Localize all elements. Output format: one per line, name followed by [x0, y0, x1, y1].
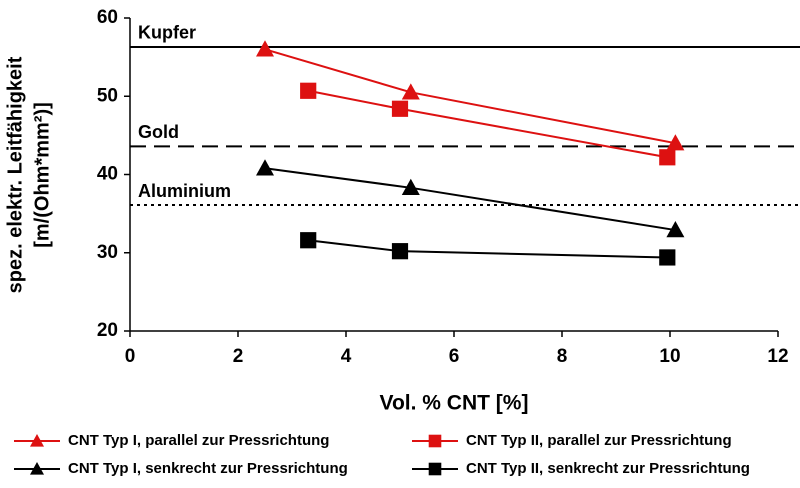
marker — [401, 83, 420, 100]
marker — [256, 159, 274, 176]
marker — [659, 249, 676, 266]
marker — [391, 243, 409, 260]
y-tick-label: 20 — [97, 320, 118, 341]
legend-marker — [428, 462, 442, 476]
reference-label: Aluminium — [138, 181, 231, 201]
x-tick-label: 6 — [449, 346, 460, 367]
x-tick-label: 10 — [659, 346, 680, 367]
x-tick-label: 4 — [341, 346, 352, 367]
legend-label: CNT Typ II, parallel zur Pressrichtung — [466, 432, 732, 449]
marker — [300, 232, 317, 249]
y-tick-label: 60 — [97, 7, 118, 28]
series-line — [308, 89, 668, 159]
series-line — [308, 239, 668, 259]
marker — [256, 40, 274, 57]
legend-marker — [30, 434, 44, 447]
marker — [401, 178, 420, 196]
y-tick-label: 50 — [97, 85, 118, 106]
legend-label: CNT Typ I, senkrecht zur Pressrichtung — [68, 460, 348, 477]
y-tick-label: 40 — [97, 164, 118, 185]
x-axis-label: Vol. % CNT [%] — [380, 392, 529, 415]
y-axis-label: [m/(Ohm*mm²)] — [31, 102, 53, 248]
x-tick-label: 0 — [125, 346, 136, 367]
x-tick-label: 12 — [767, 346, 788, 367]
legend-marker — [30, 462, 44, 475]
marker — [300, 82, 317, 99]
series-line — [264, 48, 676, 145]
reference-label: Kupfer — [138, 23, 196, 43]
x-tick-label: 8 — [557, 346, 568, 367]
series-line — [264, 167, 676, 232]
legend-label: CNT Typ I, parallel zur Pressrichtung — [68, 432, 329, 449]
marker — [666, 134, 685, 151]
x-tick-label: 2 — [233, 346, 244, 367]
marker — [391, 100, 409, 117]
legend-label: CNT Typ II, senkrecht zur Pressrichtung — [466, 460, 750, 477]
legend-marker — [428, 434, 442, 448]
marker — [659, 149, 676, 166]
y-tick-label: 30 — [97, 242, 118, 263]
y-axis-label: spez. elektr. Leitfähigkeit — [4, 56, 26, 293]
reference-label: Gold — [138, 122, 179, 142]
marker — [666, 221, 685, 238]
